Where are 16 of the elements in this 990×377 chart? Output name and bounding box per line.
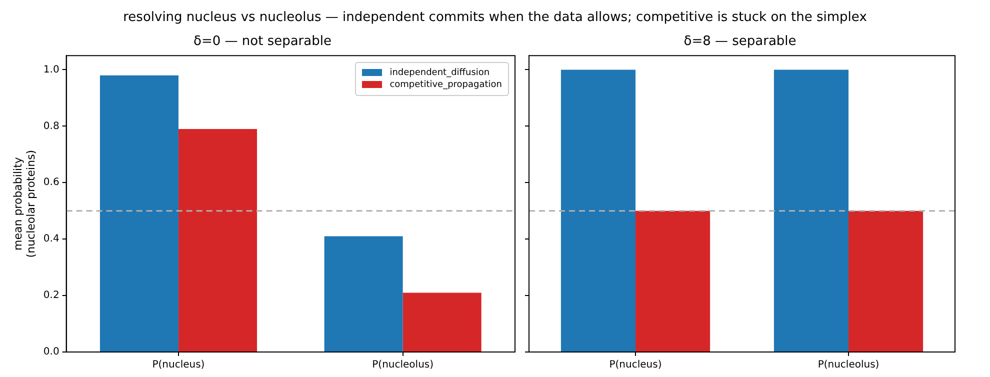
y-axis-title: mean probability (nucleolar proteins) bbox=[11, 150, 38, 258]
y-tick-label: 0.4 bbox=[43, 234, 60, 245]
chart-title: δ=8 — separable bbox=[684, 34, 796, 50]
x-tick-label: P(nucleolus) bbox=[372, 360, 434, 371]
x-tick-label: P(nucleolus) bbox=[818, 360, 880, 371]
y-tick-label: 0.0 bbox=[43, 346, 60, 358]
y-tick-label: 0.8 bbox=[43, 120, 60, 132]
legend-label: independent_diffusion bbox=[390, 68, 490, 78]
y-tick-label: 0.6 bbox=[43, 177, 60, 188]
y-tick-label: 0.2 bbox=[43, 290, 60, 302]
text: resolving nucleus vs nucleolus — independent commits when the data allows; competitive is stuck on the simplex bbox=[122, 10, 868, 25]
y-tick-label: 1.0 bbox=[43, 64, 60, 76]
x-tick-label: P(nucleus) bbox=[609, 360, 662, 371]
chart-title: δ=0 — not separable bbox=[194, 34, 332, 50]
legend-label: competitive_propagation bbox=[390, 80, 502, 90]
x-tick-label: P(nucleus) bbox=[152, 360, 205, 371]
